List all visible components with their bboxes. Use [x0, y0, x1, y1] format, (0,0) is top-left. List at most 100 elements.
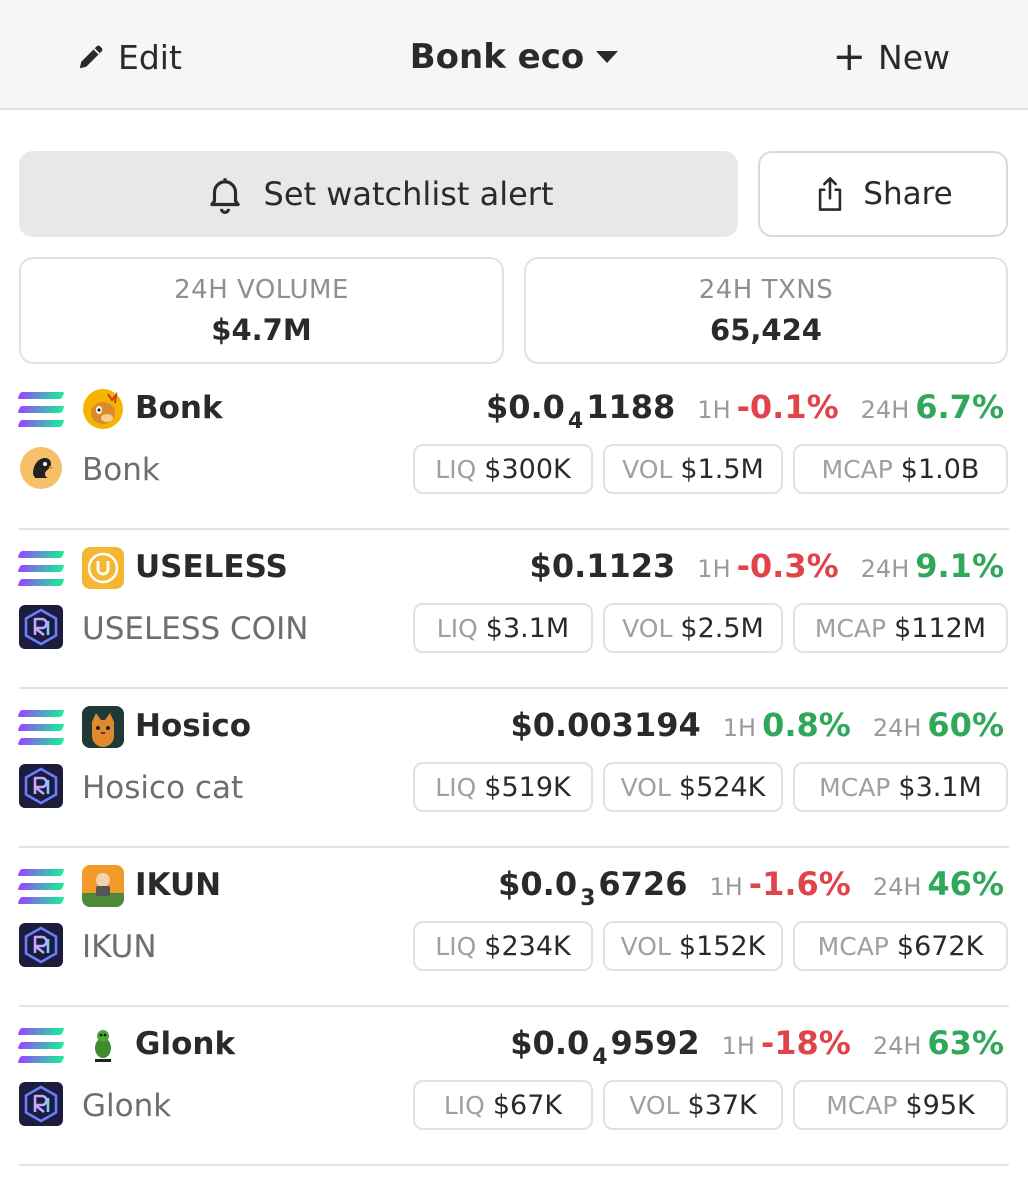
- mcap-label: MCAP: [821, 454, 893, 484]
- price-digits: 6726: [598, 865, 688, 903]
- new-watchlist-button[interactable]: + New: [833, 36, 951, 78]
- liquidity-pill: LIQ $234K: [413, 921, 593, 971]
- price-zero-count: 4: [592, 1045, 608, 1070]
- change-24h-value: 63%: [927, 1024, 1004, 1062]
- price-zero-count: 3: [580, 886, 596, 911]
- change-1h-value: -18%: [760, 1024, 851, 1062]
- price-prefix: $0.003194: [510, 706, 701, 744]
- volume-pill: VOL $152K: [603, 921, 783, 971]
- price-digits: 1188: [586, 388, 676, 426]
- vol-value: $524K: [678, 771, 766, 803]
- change-24h-value: 46%: [927, 865, 1004, 903]
- stat-value: $4.7M: [211, 313, 312, 347]
- token-row[interactable]: Hosico Hosico cat $0.003194 1H 0.8% 24H 60% LIQ…: [0, 688, 1028, 848]
- mcap-pill: MCAP $672K: [793, 921, 1008, 971]
- caret-down-icon: [596, 51, 619, 63]
- change-24h-label: 24H: [872, 873, 922, 901]
- mcap-value: $3.1M: [898, 771, 982, 803]
- vol-label: VOL: [629, 1090, 680, 1120]
- new-label: New: [878, 37, 950, 77]
- watchlist-title: Bonk eco: [409, 37, 585, 77]
- change-1h-label: 1H: [697, 396, 731, 424]
- liquidity-pill: LIQ $519K: [413, 762, 593, 812]
- solana-icon: [17, 710, 65, 746]
- change-1h-value: -0.3%: [736, 547, 839, 585]
- token-symbol: Hosico: [135, 708, 251, 744]
- change-1h-value: -0.1%: [736, 388, 839, 426]
- row-divider: [19, 846, 1009, 848]
- share-button[interactable]: Share: [758, 151, 1008, 237]
- solana-icon: [17, 1028, 65, 1064]
- liq-value: $3.1M: [485, 612, 570, 644]
- watchlist-selector[interactable]: Bonk eco: [0, 36, 1028, 78]
- token-price: $0.1123: [530, 547, 676, 585]
- token-name: IKUN: [82, 929, 157, 965]
- mcap-pill: MCAP $3.1M: [793, 762, 1008, 812]
- vol-value: $1.5M: [680, 453, 764, 485]
- liq-label: LIQ: [436, 613, 478, 643]
- change-24h-label: 24H: [860, 555, 910, 583]
- token-symbol: USELESS: [135, 549, 288, 585]
- volume-pill: VOL $1.5M: [603, 444, 783, 494]
- share-label: Share: [863, 176, 953, 212]
- raydium-icon: [19, 764, 63, 808]
- change-24h-value: 6.7%: [915, 388, 1004, 426]
- stat-24h-volume: 24H VOLUME $4.7M: [19, 257, 504, 364]
- price-prefix: $0.0: [510, 1024, 590, 1062]
- bonk-dog-icon: [83, 389, 123, 429]
- liq-label: LIQ: [435, 772, 477, 802]
- liquidity-pill: LIQ $67K: [413, 1080, 593, 1130]
- penguin-dex-icon: [20, 447, 62, 489]
- token-row[interactable]: USELESS USELESS COIN $0.1123 1H -0.3% 24H 9.1%…: [0, 529, 1028, 689]
- token-price: $0.0 49592: [510, 1024, 699, 1070]
- raydium-icon: [19, 605, 63, 649]
- mcap-label: MCAP: [817, 931, 889, 961]
- liq-label: LIQ: [435, 931, 477, 961]
- vol-value: $2.5M: [680, 612, 764, 644]
- token-row[interactable]: Bonk Bonk $0.0 41188 1H -0.1% 24H 6.7% LIQ $300K V…: [0, 370, 1028, 530]
- mcap-value: $112M: [894, 612, 987, 644]
- useless-coin-icon: [82, 547, 124, 589]
- vol-label: VOL: [620, 772, 671, 802]
- change-24h-label: 24H: [860, 396, 910, 424]
- stat-label: 24H TXNS: [698, 275, 834, 305]
- raydium-icon: [19, 1082, 63, 1126]
- price-line: $0.1123 1H -0.3% 24H 9.1%: [530, 547, 1004, 585]
- liquidity-pill: LIQ $300K: [413, 444, 593, 494]
- mcap-label: MCAP: [814, 613, 887, 643]
- token-price: $0.0 41188: [486, 388, 675, 434]
- row-divider: [19, 528, 1009, 530]
- mcap-pill: MCAP $112M: [793, 603, 1008, 653]
- volume-pill: VOL $2.5M: [603, 603, 783, 653]
- hosico-cat-icon: [82, 706, 124, 748]
- price-line: $0.003194 1H 0.8% 24H 60%: [510, 706, 1004, 744]
- change-24h-label: 24H: [872, 1032, 922, 1060]
- token-price: $0.0 36726: [498, 865, 687, 911]
- price-digits: 9592: [610, 1024, 700, 1062]
- liq-value: $234K: [484, 930, 571, 962]
- token-row[interactable]: IKUN IKUN $0.0 36726 1H -1.6% 24H 46% LIQ $234K VO…: [0, 847, 1028, 1007]
- stat-value: 65,424: [710, 313, 822, 347]
- token-price: $0.003194: [510, 706, 700, 744]
- edit-button[interactable]: Edit: [76, 36, 182, 78]
- bell-icon: [209, 178, 240, 214]
- token-name: Bonk: [82, 452, 160, 488]
- set-watchlist-alert-button[interactable]: Set watchlist alert: [19, 151, 738, 237]
- solana-icon: [17, 551, 65, 587]
- change-1h-value: -1.6%: [748, 865, 851, 903]
- change-24h-label: 24H: [872, 714, 922, 742]
- change-24h-value: 60%: [927, 706, 1004, 744]
- vol-label: VOL: [620, 931, 671, 961]
- token-name: Glonk: [82, 1088, 172, 1124]
- price-zero-count: 4: [567, 409, 584, 434]
- liq-label: LIQ: [443, 1090, 485, 1120]
- token-symbol: IKUN: [135, 867, 222, 903]
- mcap-value: $672K: [896, 930, 984, 962]
- liq-label: LIQ: [435, 454, 477, 484]
- mcap-pill: MCAP $1.0B: [793, 444, 1008, 494]
- stat-24h-txns: 24H TXNS 65,424: [524, 257, 1008, 364]
- mcap-label: MCAP: [819, 772, 891, 802]
- token-row[interactable]: Glonk Glonk $0.0 49592 1H -18% 24H 63% LIQ $67K VO…: [0, 1006, 1028, 1166]
- top-bar: Edit Bonk eco + New: [0, 0, 1028, 110]
- vol-value: $37K: [687, 1089, 757, 1121]
